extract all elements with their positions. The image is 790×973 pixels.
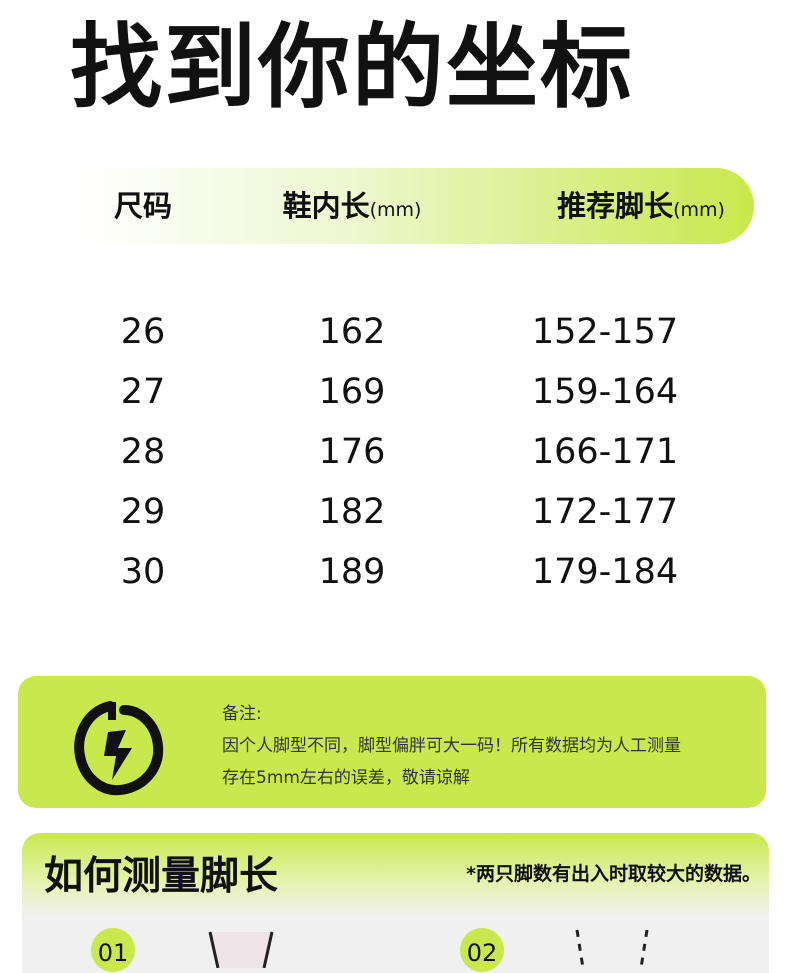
foot-length-cell: 152-157 [531,312,679,352]
note-line: 因个人脚型不同，脚型偏胖可大一码！所有数据均为人工测量 [222,736,681,756]
foot-length-cell: 159-164 [531,372,679,412]
header-size: 尺码 [114,168,172,244]
foot-length-cell: 179-184 [531,552,679,592]
header-foot-length-label: 推荐脚长 [557,189,674,223]
measure-card: 如何测量脚长 *两只脚数有出入时取较大的数据。 01 02 [22,833,769,973]
inner-length-cell: 162 [318,312,386,352]
inner-length-cell: 182 [318,492,386,532]
measure-title: 如何测量脚长 [44,854,279,899]
size-cell: 30 [120,552,166,592]
step-badge: 02 [460,928,504,972]
size-cell: 27 [120,372,166,412]
foot-length-cell: 172-177 [531,492,679,532]
measure-hint: *两只脚数有出入时取较大的数据。 [466,863,761,885]
table-header: 尺码 鞋内长(mm) 推荐脚长(mm) [80,168,754,244]
table-row: 29 182 172-177 [0,482,790,542]
table-row: 28 176 166-171 [0,422,790,482]
inner-length-cell: 169 [318,372,386,412]
table-row: 26 162 152-157 [0,302,790,362]
size-cell: 29 [120,492,166,532]
note-box: 备注: 因个人脚型不同，脚型偏胖可大一码！所有数据均为人工测量 存在5mm左右的… [18,676,766,808]
foot-outline-illustration [208,931,274,968]
table-row: 30 189 179-184 [0,542,790,602]
header-foot-length: 推荐脚长(mm) [557,168,725,244]
size-cell: 28 [120,432,166,472]
foot-length-cell: 166-171 [531,432,679,472]
header-inner-length: 鞋内长(mm) [283,168,422,244]
inner-length-cell: 176 [318,432,386,472]
lightning-circle-icon [74,701,164,796]
page-title: 找到你的坐标 [70,14,635,121]
table-row: 27 169 159-164 [0,362,790,422]
size-cell: 26 [120,312,166,352]
header-unit: (mm) [369,199,422,221]
header-size-label: 尺码 [113,189,173,223]
header-unit: (mm) [673,199,725,221]
inner-length-cell: 189 [318,552,386,592]
note-line: 存在5mm左右的误差，敬请谅解 [222,768,470,788]
step-badge: 01 [91,928,135,972]
header-inner-length-label: 鞋内长 [282,189,370,223]
dashed-outline-illustration [575,929,649,968]
note-label: 备注: [222,704,262,724]
